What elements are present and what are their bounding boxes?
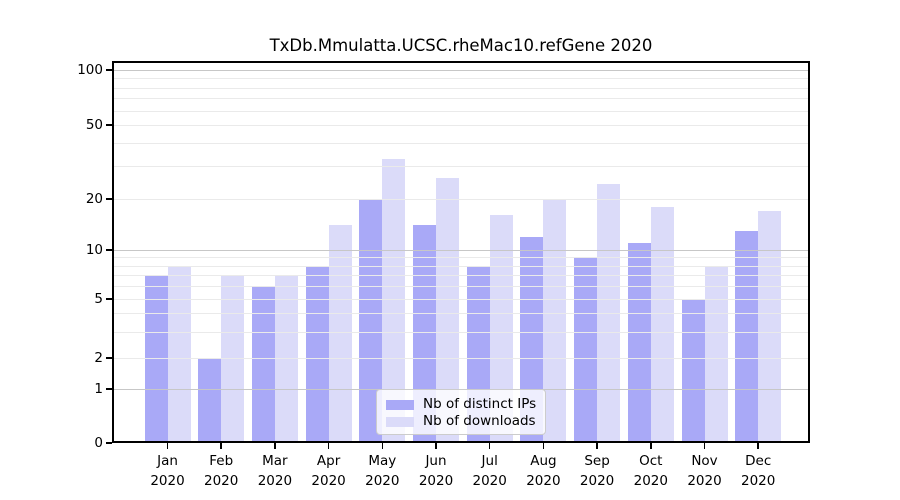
y-tick-5	[106, 298, 112, 300]
grid-line-minor-90	[114, 78, 808, 79]
bar-bar_distinct_ips-apr	[305, 265, 329, 442]
grid-line-minor-9	[114, 257, 808, 258]
x-tick-label-aug: Aug 2020	[526, 453, 561, 489]
x-tick-jan	[166, 443, 169, 449]
legend-item: Nb of distinct IPs	[386, 396, 536, 413]
x-tick-sep	[596, 443, 598, 449]
grid-line-20	[114, 199, 808, 200]
grid-line-5	[114, 299, 808, 300]
grid-line-minor-8	[114, 266, 808, 267]
x-tick-jul	[488, 443, 491, 449]
x-tick-may	[381, 443, 384, 449]
grid-line-minor-6	[114, 286, 808, 287]
x-tick-label-mar: Mar 2020	[257, 453, 293, 489]
y-tick-label-50: 50	[85, 117, 103, 133]
bar-bar_distinct_ips-sep	[574, 257, 598, 442]
legend-item: Nb of downloads	[386, 413, 536, 430]
x-tick-label-nov: Nov 2020	[687, 453, 722, 489]
y-tick-label-100: 100	[77, 62, 103, 78]
bar-bar_downloads-may	[382, 158, 406, 442]
grid-line-minor-30	[114, 166, 808, 167]
bar-bar_downloads-dec	[758, 210, 782, 442]
y-tick-10	[106, 249, 112, 251]
bar-bar_distinct_ips-oct	[627, 242, 651, 442]
y-tick-label-5: 5	[94, 291, 103, 307]
y-tick-100	[106, 69, 112, 71]
grid-line-minor-70	[114, 98, 808, 99]
bar-bar_distinct_ips-jun	[413, 225, 436, 442]
bar-bar_downloads-oct	[650, 206, 674, 442]
bar-bar_downloads-jan	[167, 265, 191, 442]
y-tick-2	[106, 357, 112, 359]
grid-line-minor-40	[114, 143, 808, 144]
legend: Nb of distinct IPs Nb of downloads	[376, 389, 546, 435]
x-tick-label-may: May 2020	[365, 453, 400, 489]
x-tick-feb	[220, 443, 222, 449]
grid-line-minor-3	[114, 332, 808, 333]
grid-line-minor-60	[114, 111, 808, 112]
y-tick-label-10: 10	[85, 242, 103, 258]
bar-bar_downloads-aug	[543, 199, 567, 442]
bar-bar_distinct_ips-nov	[681, 299, 705, 442]
y-tick-0	[106, 442, 112, 444]
bar-bar_distinct_ips-mar	[251, 286, 275, 442]
x-tick-label-jun: Jun 2020	[418, 453, 454, 489]
legend-label: Nb of downloads	[423, 413, 536, 429]
grid-line-minor-4	[114, 313, 808, 314]
x-tick-nov	[703, 443, 706, 449]
grid-line-2	[114, 358, 808, 359]
grid-line-minor-7	[114, 275, 808, 276]
grid-line-100	[114, 70, 808, 71]
grid-line-10	[114, 250, 808, 251]
x-tick-jun	[435, 443, 437, 449]
x-tick-apr	[327, 443, 330, 449]
x-tick-label-jul: Jul 2020	[472, 453, 507, 489]
y-tick-label-1: 1	[94, 381, 103, 397]
bar-bar_distinct_ips-dec	[735, 230, 759, 442]
x-tick-aug	[542, 443, 545, 449]
x-tick-label-oct: Oct 2020	[633, 453, 668, 489]
bar-bar_downloads-nov	[704, 265, 728, 442]
legend-label: Nb of distinct IPs	[423, 396, 537, 412]
y-tick-50	[106, 124, 112, 126]
x-tick-mar	[274, 443, 276, 449]
y-tick-label-2: 2	[94, 350, 103, 366]
bar-bar_downloads-apr	[328, 225, 352, 442]
y-tick-1	[106, 388, 112, 390]
bar-bar_downloads-jul	[489, 215, 513, 442]
x-tick-label-sep: Sep 2020	[579, 453, 615, 489]
x-tick-label-dec: Dec 2020	[741, 453, 776, 489]
grid-line-minor-80	[114, 88, 808, 89]
bar-bar_distinct_ips-may	[359, 199, 383, 442]
x-tick-dec	[757, 443, 759, 449]
x-tick-label-feb: Feb 2020	[204, 453, 239, 489]
x-tick-label-apr: Apr 2020	[311, 453, 346, 489]
chart-title: TxDb.Mmulatta.UCSC.rheMac10.refGene 2020	[269, 36, 653, 55]
y-tick-label-0: 0	[94, 435, 103, 451]
legend-swatch-bar_distinct_ips	[386, 399, 414, 410]
bar-bar_distinct_ips-feb	[198, 358, 222, 442]
x-tick-label-jan: Jan 2020	[150, 453, 185, 489]
y-tick-20	[106, 198, 112, 200]
legend-swatch-bar_downloads	[386, 416, 414, 427]
y-tick-label-20: 20	[85, 191, 103, 207]
grid-line-50	[114, 125, 808, 126]
x-tick-oct	[650, 443, 652, 449]
bar-bar_downloads-jun	[436, 177, 459, 442]
